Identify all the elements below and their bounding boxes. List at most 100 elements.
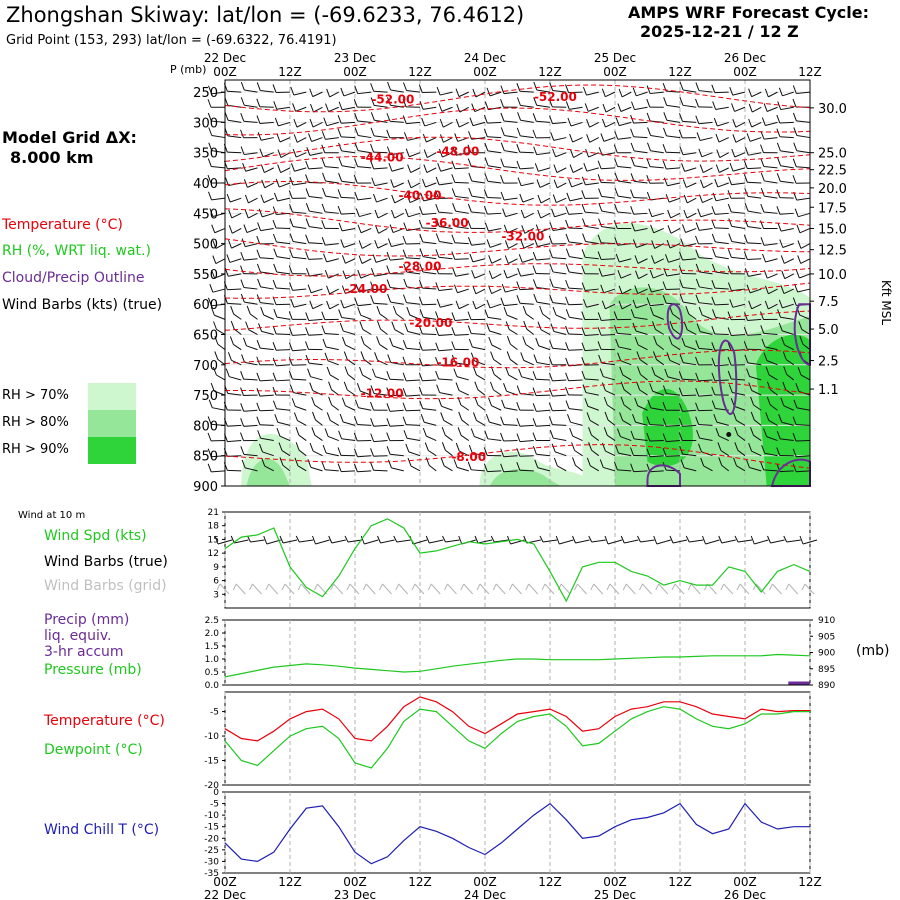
wind-barbs-true-label: Wind Barbs (true) — [44, 554, 168, 570]
wind-barb — [370, 160, 388, 170]
wind-barb — [535, 337, 551, 351]
surface-grid-barb — [801, 583, 815, 595]
wind-barb — [516, 281, 534, 291]
wind-barb — [553, 457, 567, 472]
wind-barb — [372, 254, 388, 263]
wind-barb — [711, 233, 729, 245]
wind-barb — [438, 148, 453, 158]
wind10m-title: Wind at 10 m — [18, 510, 86, 521]
wind-barb — [695, 356, 713, 366]
wind-barb — [422, 427, 437, 442]
wind-barb — [273, 263, 291, 275]
wind-barb — [519, 193, 534, 203]
wind-barb — [390, 179, 404, 188]
wind-barb — [484, 309, 502, 320]
wind-barb — [796, 224, 811, 234]
wind-barb — [597, 341, 616, 351]
wind-barb — [500, 142, 518, 154]
wind-barb — [305, 174, 323, 184]
dewpoint-panel-label: Dewpoint (°C) — [44, 742, 143, 758]
wind-barb — [520, 239, 534, 249]
wind-barb — [421, 117, 437, 127]
wind-barb — [565, 386, 583, 396]
wind-barb — [370, 462, 388, 472]
wind-barb — [516, 433, 534, 443]
wind-barb — [337, 205, 356, 215]
wind-barb — [292, 103, 307, 112]
wind-barb — [370, 401, 388, 411]
wind-barb — [338, 101, 356, 111]
wind-barb — [402, 294, 421, 305]
wind-barb — [321, 203, 339, 214]
wind-barb — [419, 400, 437, 411]
wind-barb — [776, 430, 794, 442]
surface-grid-barb — [606, 583, 620, 595]
wind-barb — [662, 281, 681, 291]
wind-barb — [503, 306, 518, 320]
wind-barb — [782, 351, 795, 366]
wind-barb — [799, 336, 811, 351]
wind-barb — [338, 157, 356, 169]
xsec-ytick-label: 250 — [193, 86, 218, 101]
wind-barb — [618, 285, 632, 295]
wind-barb — [711, 84, 729, 94]
wind-barb — [651, 366, 664, 381]
isotherm-line — [224, 263, 811, 277]
wind-barb — [309, 88, 323, 98]
wind-barb — [370, 97, 388, 108]
surface-wind-barb — [490, 535, 509, 543]
wind-barb — [634, 285, 648, 295]
xsec-top-time-label: 12Z — [538, 65, 562, 79]
wind-barb — [679, 81, 697, 93]
wind-barb — [323, 253, 339, 263]
wind-barb — [646, 432, 664, 442]
wind-barb — [260, 306, 274, 320]
wind-barb — [451, 251, 469, 260]
wind-barb — [748, 300, 762, 310]
wind-barb — [295, 442, 307, 457]
wind-barb — [452, 202, 469, 214]
wind-barb — [256, 294, 274, 305]
wind-barb — [728, 218, 746, 229]
isotherm-line — [224, 107, 811, 136]
wind-barb — [618, 88, 632, 98]
wind-barb — [698, 194, 713, 204]
wind-barb — [467, 325, 486, 336]
wind-barb — [469, 117, 486, 127]
wind-barb — [680, 238, 697, 247]
wind-barb — [581, 190, 599, 199]
wind-barb — [371, 177, 388, 187]
wind-barb — [746, 133, 762, 142]
wind-barb — [241, 238, 258, 248]
wind-barb — [565, 248, 583, 260]
wind-barb — [630, 206, 648, 215]
bottom-time-label: 00Z — [603, 875, 627, 889]
wind-barb — [474, 396, 486, 411]
wind-barb — [794, 283, 811, 293]
wind-barb — [240, 293, 258, 305]
wind-barb — [505, 366, 518, 381]
wind-barb — [776, 142, 794, 154]
wind-barb — [750, 427, 762, 441]
bottom-date-label: 23 Dec — [334, 888, 376, 900]
wind-barb — [272, 325, 291, 336]
surface-wind-barb — [425, 535, 444, 544]
wind-barb — [727, 282, 746, 292]
wind-barb — [223, 83, 242, 93]
wind-barb — [435, 249, 453, 260]
wind-barb — [778, 299, 794, 309]
wind-barb — [402, 98, 421, 108]
wind-barb — [240, 81, 258, 93]
xsec-top-date-label: 24 Dec — [464, 51, 506, 65]
surface-wind-barb — [328, 535, 346, 544]
wind-barb — [257, 222, 274, 232]
wind-barb — [637, 366, 648, 381]
wind-barb — [392, 305, 405, 320]
wind-barb — [418, 372, 437, 382]
wind-barb — [290, 298, 307, 308]
precip-dot — [726, 431, 732, 437]
wind-panel-frame — [224, 511, 811, 609]
wind-barb — [778, 414, 794, 426]
xsec-top-time-label: 00Z — [343, 65, 367, 79]
wind-barb — [727, 356, 746, 366]
